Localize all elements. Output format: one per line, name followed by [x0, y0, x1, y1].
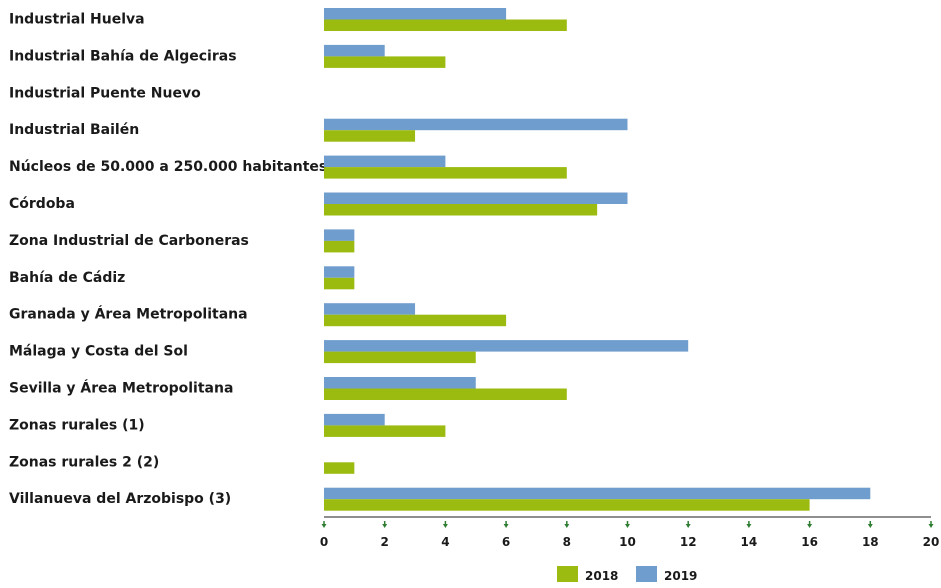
x-tick-label: 12	[680, 535, 697, 549]
x-tick	[321, 521, 327, 528]
bar-2018	[324, 499, 810, 511]
bar-2018	[324, 462, 355, 474]
x-tick-label: 6	[502, 535, 510, 549]
x-tick	[867, 521, 873, 528]
x-tick-label: 20	[923, 535, 940, 549]
x-tick	[807, 521, 813, 528]
category-label: Villanueva del Arzobispo (3)	[9, 491, 231, 507]
category-label: Córdoba	[9, 196, 75, 212]
category-label: Bahía de Cádiz	[9, 270, 125, 286]
bar-2018	[324, 314, 507, 327]
category-label: Granada y Área Metropolitana	[9, 306, 248, 323]
category-label: Industrial Bahía de Algeciras	[9, 48, 237, 64]
category-label: Málaga y Costa del Sol	[9, 344, 188, 360]
x-tick-label: 4	[441, 535, 449, 549]
x-tick-label: 8	[563, 535, 571, 549]
bar-2019	[324, 192, 628, 204]
x-tick-label: 14	[741, 535, 758, 549]
x-tick	[746, 521, 752, 528]
category-label: Industrial Huelva	[9, 12, 145, 28]
bar-2019	[324, 340, 689, 352]
bar-2018	[324, 204, 598, 216]
legend-item-2018: 2018	[557, 566, 618, 583]
category-label: Zona Industrial de Carboneras	[9, 233, 249, 249]
bars	[324, 8, 871, 511]
x-tick-label: 2	[381, 535, 389, 549]
bar-2018	[324, 277, 355, 290]
bar-2019	[324, 155, 446, 168]
x-tick	[928, 521, 934, 528]
x-tick-label: 16	[801, 535, 818, 549]
x-tick	[503, 521, 509, 528]
category-label: Sevilla y Área Metropolitana	[9, 380, 233, 397]
bar-2019	[324, 229, 355, 241]
bar-2019	[324, 303, 416, 315]
category-label: Núcleos de 50.000 a 250.000 habitantes	[9, 159, 327, 175]
bar-2018	[324, 56, 446, 68]
x-tick	[685, 521, 691, 528]
category-label: Industrial Bailén	[9, 122, 139, 138]
category-label: Industrial Puente Nuevo	[9, 85, 201, 101]
bar-2019	[324, 118, 628, 131]
x-tick-label: 18	[862, 535, 879, 549]
bar-2018	[324, 388, 567, 400]
category-labels: Industrial Huelva Industrial Bahía de Alg…	[9, 12, 327, 508]
bar-2018	[324, 167, 567, 179]
bar-2018	[324, 130, 416, 142]
bar-2019	[324, 8, 507, 20]
bar-2019	[324, 413, 385, 426]
bar-2019	[324, 44, 385, 57]
category-label: Zonas rurales 2 (2)	[9, 454, 159, 470]
x-tick	[564, 521, 570, 528]
bar-2018	[324, 19, 567, 31]
x-tick-label: 0	[320, 535, 328, 549]
bar-2018	[324, 425, 446, 437]
bar-2019	[324, 266, 355, 278]
bar-2018	[324, 240, 355, 253]
x-tick	[442, 521, 448, 528]
legend-swatch	[557, 566, 578, 582]
x-tick-label: 10	[619, 535, 636, 549]
legend: 2018 2019	[557, 566, 697, 583]
bar-2019	[324, 377, 476, 389]
category-label: Zonas rurales (1)	[9, 417, 145, 433]
legend-label: 2019	[664, 569, 697, 583]
bar-2018	[324, 351, 476, 364]
x-tick	[382, 521, 388, 528]
legend-item-2019: 2019	[636, 566, 697, 583]
legend-label: 2018	[585, 569, 618, 583]
bar-2019	[324, 487, 871, 500]
x-axis: 0 2 4 6 8 10 12 14 16 18 20	[320, 516, 940, 549]
x-tick	[625, 521, 630, 528]
legend-swatch	[636, 566, 657, 582]
